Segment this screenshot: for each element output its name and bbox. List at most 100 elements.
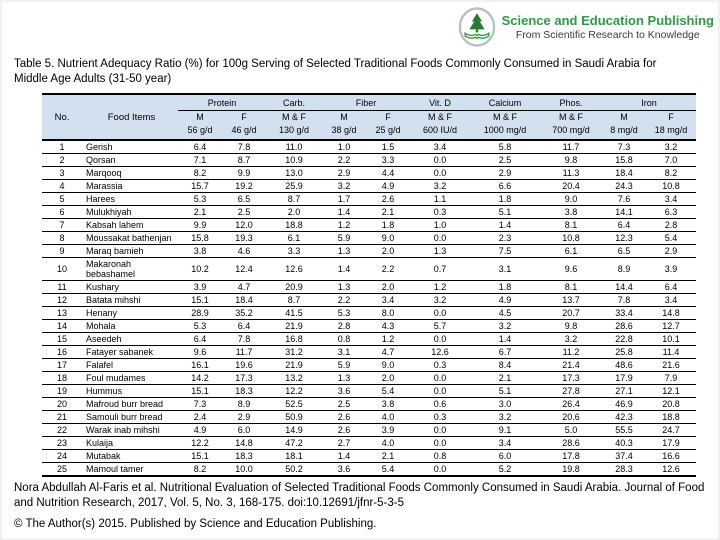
cell-value: 2.1 — [366, 449, 411, 463]
cell-value: 6.3 — [646, 205, 697, 219]
cell-value: 0.8 — [410, 449, 471, 463]
cell-value: 18.1 — [266, 449, 322, 463]
cell-value: 3.2 — [470, 410, 541, 424]
cell-value: 5.9 — [322, 231, 366, 245]
cell-value: 8.9 — [602, 257, 647, 281]
food-name: Marqooq — [82, 166, 178, 180]
cell-value: 6.7 — [470, 345, 541, 359]
cell-value: 20.4 — [540, 179, 603, 193]
cell-value: 12.6 — [646, 462, 697, 477]
table-body: 1 Gerish 6.4 7.8 11.0 1.0 1.5 3.4 5.8 11.7 7.3 3.2 2… — [42, 140, 697, 477]
cell-value: 14.8 — [646, 306, 697, 320]
cell-value: 31.2 — [266, 345, 322, 359]
table-row: 21 Samouli burr bread 2.4 2.9 50.9 2.6 4.0 0.3 3… — [42, 410, 697, 424]
cell-value: 4.3 — [366, 319, 411, 333]
cell-value: 12.6 — [410, 345, 471, 359]
cell-value: 2.6 — [366, 192, 411, 206]
cell-value: 28.9 — [178, 306, 222, 320]
cell-value: 3.2 — [410, 179, 471, 193]
col-group-calcium: Calcium — [470, 94, 541, 111]
col-unit: 25 g/d — [366, 124, 411, 141]
cell-value: 55.5 — [602, 423, 647, 437]
cell-value: 12.3 — [602, 231, 647, 245]
cell-value: 5.7 — [410, 319, 471, 333]
col-subheader: M & F — [540, 110, 603, 124]
col-subheader: M & F — [470, 110, 541, 124]
food-name: Falafel — [82, 358, 178, 372]
cell-value: 9.0 — [366, 231, 411, 245]
cell-value: 3.8 — [366, 397, 411, 411]
cell-value: 7.8 — [222, 332, 266, 346]
cell-value: 11.3 — [540, 166, 603, 180]
food-name: Maraq bamieh — [82, 244, 178, 258]
cell-value: 0.3 — [410, 410, 471, 424]
food-name: Harees — [82, 192, 178, 206]
cell-value: 4.9 — [178, 423, 222, 437]
cell-value: 7.1 — [178, 153, 222, 167]
cell-value: 3.8 — [540, 205, 603, 219]
publisher-tree-book-icon — [458, 7, 495, 47]
cell-value: 1.2 — [410, 280, 471, 294]
cell-value: 16.1 — [178, 358, 222, 372]
table-row: 4 Marassia 15.7 19.2 25.9 3.2 4.9 3.2 6.6 20.4 24.… — [42, 179, 697, 193]
cell-value: 18.3 — [222, 384, 266, 398]
cell-value: 4.6 — [222, 244, 266, 258]
row-number: 18 — [42, 371, 82, 385]
food-name: Mamoul tamer — [82, 462, 178, 477]
cell-value: 17.3 — [540, 371, 603, 385]
cell-value: 9.6 — [178, 345, 222, 359]
cell-value: 3.4 — [646, 192, 697, 206]
cell-value: 1.3 — [410, 244, 471, 258]
cell-value: 5.4 — [366, 384, 411, 398]
cell-value: 18.4 — [222, 293, 266, 307]
cell-value: 1.8 — [470, 280, 541, 294]
row-number: 22 — [42, 423, 82, 437]
cell-value: 7.5 — [470, 244, 541, 258]
cell-value: 40.3 — [602, 436, 647, 450]
cell-value: 3.2 — [470, 319, 541, 333]
food-name: Makaronah bebashamel — [82, 257, 178, 281]
table-title: Table 5. Nutrient Adequacy Ratio (%) for… — [14, 58, 657, 85]
cell-value: 13.0 — [266, 166, 322, 180]
cell-value: 1.4 — [470, 218, 541, 232]
copyright-text: © The Author(s) 2015. Published by Scien… — [14, 518, 377, 530]
food-name: Batata mihshi — [82, 293, 178, 307]
food-name: Mulukhiyah — [82, 205, 178, 219]
cell-value: 6.5 — [222, 192, 266, 206]
cell-value: 3.4 — [410, 140, 471, 154]
cell-value: 5.3 — [178, 192, 222, 206]
table-row: 11 Kushary 3.9 4.7 20.9 1.3 2.0 1.2 1.8 8.1 14.4 6.… — [42, 280, 697, 294]
cell-value: 7.3 — [178, 397, 222, 411]
cell-value: 6.4 — [178, 332, 222, 346]
row-number: 20 — [42, 397, 82, 411]
cell-value: 3.2 — [410, 293, 471, 307]
cell-value: 2.0 — [366, 280, 411, 294]
col-group-phos: Phos. — [540, 94, 603, 111]
cell-value: 9.8 — [540, 153, 603, 167]
col-unit: 600 IU/d — [410, 124, 471, 141]
food-name: Qorsan — [82, 153, 178, 167]
cell-value: 1.8 — [470, 192, 541, 206]
col-subheader: F — [222, 110, 266, 124]
publisher-logo: Science and Education Publishing From Sc… — [458, 7, 714, 47]
cell-value: 3.1 — [470, 257, 541, 281]
cell-value: 10.8 — [540, 231, 603, 245]
cell-value: 12.4 — [222, 257, 266, 281]
col-subheader: F — [366, 110, 411, 124]
food-name: Mafroud burr bread — [82, 397, 178, 411]
cell-value: 46.9 — [602, 397, 647, 411]
cell-value: 7.8 — [222, 140, 266, 154]
cell-value: 14.8 — [222, 436, 266, 450]
cell-value: 0.0 — [410, 306, 471, 320]
table-row: 9 Maraq bamieh 3.8 4.6 3.3 1.3 2.0 1.3 7.5 6.1 6.5… — [42, 244, 697, 258]
cell-value: 0.6 — [410, 397, 471, 411]
cell-value: 48.6 — [602, 358, 647, 372]
cell-value: 10.9 — [266, 153, 322, 167]
row-number: 21 — [42, 410, 82, 424]
col-unit: 700 mg/d — [540, 124, 603, 141]
cell-value: 9.8 — [540, 319, 603, 333]
col-group-vit-d: Vit. D — [410, 94, 471, 111]
cell-value: 0.0 — [410, 436, 471, 450]
row-number: 2 — [42, 153, 82, 167]
row-number: 10 — [42, 257, 82, 281]
